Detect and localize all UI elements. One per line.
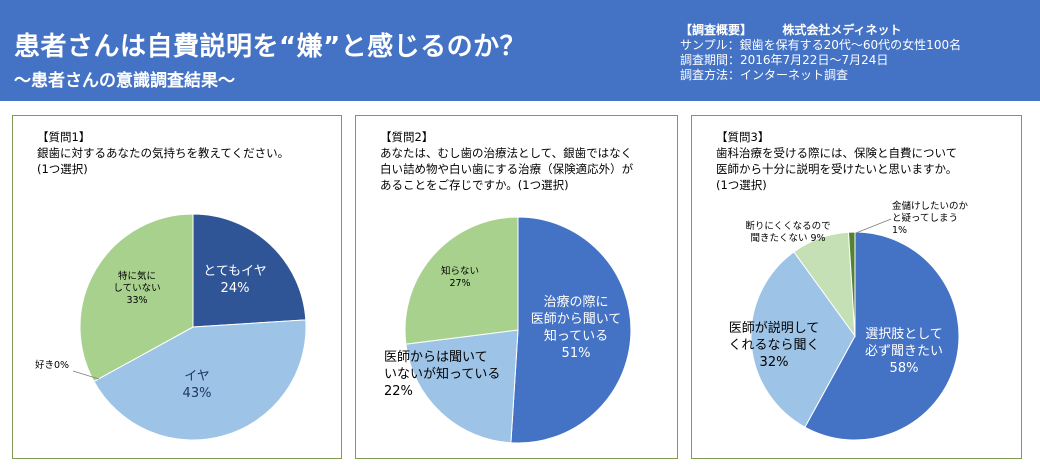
pie-2-slice-1 (510, 216, 632, 444)
question-1-pie-chart: とてもイヤ 24% イヤ 43% 好き0% 特に気にしていない 33% (35, 213, 307, 441)
pie-1-slice-label-2: イヤ 43% (183, 369, 212, 401)
question-3-text: 【質問3】 歯科治療を受ける際には、保険と自費について 医師から十分に説明を受け… (716, 130, 958, 192)
page-title: 患者さんは自費説明を“嫌”と感じるのか？ (14, 32, 527, 62)
pie-3-slice-label-2: 医師が説明してくれるなら聞く 32% (728, 320, 819, 370)
pie-1-slice-2 (93, 319, 307, 441)
summary-sample: サンプル：銀歯を保有する20代～60代の女性100名 (680, 38, 962, 52)
pie-1-leader-line-3 (72, 370, 100, 380)
pie-2-slice-label-2: 医師からは聞いていないが知っている 22% (384, 350, 500, 399)
pie-3-slice-label-1: 選択肢として必ず聞きたい 58% (865, 326, 943, 376)
pie-1-slice-4 (79, 213, 194, 383)
question-1-number: 【質問1】 (37, 130, 91, 144)
pie-2-slice-label-3: 知らない 27% (441, 265, 479, 289)
pie-1-slice-label-3: 好き0% (35, 359, 69, 371)
summary-period: 調査期間：2016年7月22日～7月24日 (680, 53, 889, 67)
pie-3-slice-4 (847, 231, 856, 337)
pie-2-slice-2 (405, 329, 519, 444)
question-2-panel: 【質問2】 あなたは、むし歯の治療法として、銀歯ではなく 白い詰め物や白い歯にす… (355, 115, 678, 459)
pie-3-slice-1 (804, 231, 960, 441)
pie-3-slice-label-3: 断りにくくなるので聞きたくない 9% (745, 220, 830, 244)
pie-2-slice-label-1: 治療の際に医師から聞いて知っている 51% (531, 295, 622, 361)
company-name: 株式会社メディネット (782, 23, 902, 37)
pie-3-leader-line-4 (855, 218, 892, 234)
question-2-number: 【質問2】 (380, 130, 434, 144)
survey-summary: 【調査概要】 株式会社メディネット サンプル：銀歯を保有する20代～60代の女性… (680, 23, 961, 83)
question-1-panel: 【質問1】 銀歯に対するあなたの気持ちを教えてください。 (1つ選択) とてもイ… (12, 115, 342, 459)
pie-2-slice-3 (404, 216, 519, 345)
question-3-pie-chart: 選択肢として必ず聞きたい 58% 医師が説明してくれるなら聞く 32% 断りにくくなるの… (728, 200, 969, 441)
pie-1-slice-label-1: とてもイヤ 24% (203, 264, 267, 296)
pie-3-slice-2 (750, 251, 856, 428)
question-3-number: 【質問3】 (716, 130, 770, 144)
question-2-pie-chart: 治療の際に医師から聞いて知っている 51% 医師からは聞いていないが知っている 22%… (384, 216, 632, 444)
question-1-text: 【質問1】 銀歯に対するあなたの気持ちを教えてください。 (1つ選択) (37, 130, 290, 176)
question-2-text: 【質問2】 あなたは、むし歯の治療法として、銀歯ではなく 白い詰め物や白い歯にす… (380, 130, 634, 192)
pie-1-slice-1 (192, 213, 307, 328)
pie-3-slice-label-4: 金儲けしたいのかと疑ってしまう 1% (892, 200, 969, 236)
header-banner: 患者さんは自費説明を“嫌”と感じるのか？ ～患者さんの意識調査結果～ 【調査概要… (0, 0, 1040, 101)
pie-1-slice-label-4: 特に気にしていない 33% (113, 270, 160, 306)
summary-method: 調査方法：インターネット調査 (680, 68, 849, 82)
summary-label: 【調査概要】 (680, 23, 753, 37)
question-3-panel: 【質問3】 歯科治療を受ける際には、保険と自費について 医師から十分に説明を受け… (691, 115, 1022, 459)
page-subtitle: ～患者さんの意識調査結果～ (14, 71, 235, 91)
